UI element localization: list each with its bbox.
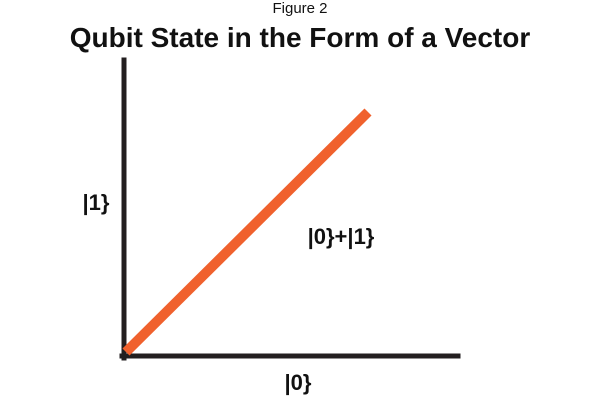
figure-title: Qubit State in the Form of a Vector (69, 22, 531, 53)
state-vector (122, 108, 372, 356)
vector-label: |0}+|1} (308, 224, 375, 249)
figure-number: Figure 2 (272, 0, 328, 17)
x-axis-label: |0} (285, 370, 312, 395)
y-axis-label: |1} (83, 190, 110, 215)
